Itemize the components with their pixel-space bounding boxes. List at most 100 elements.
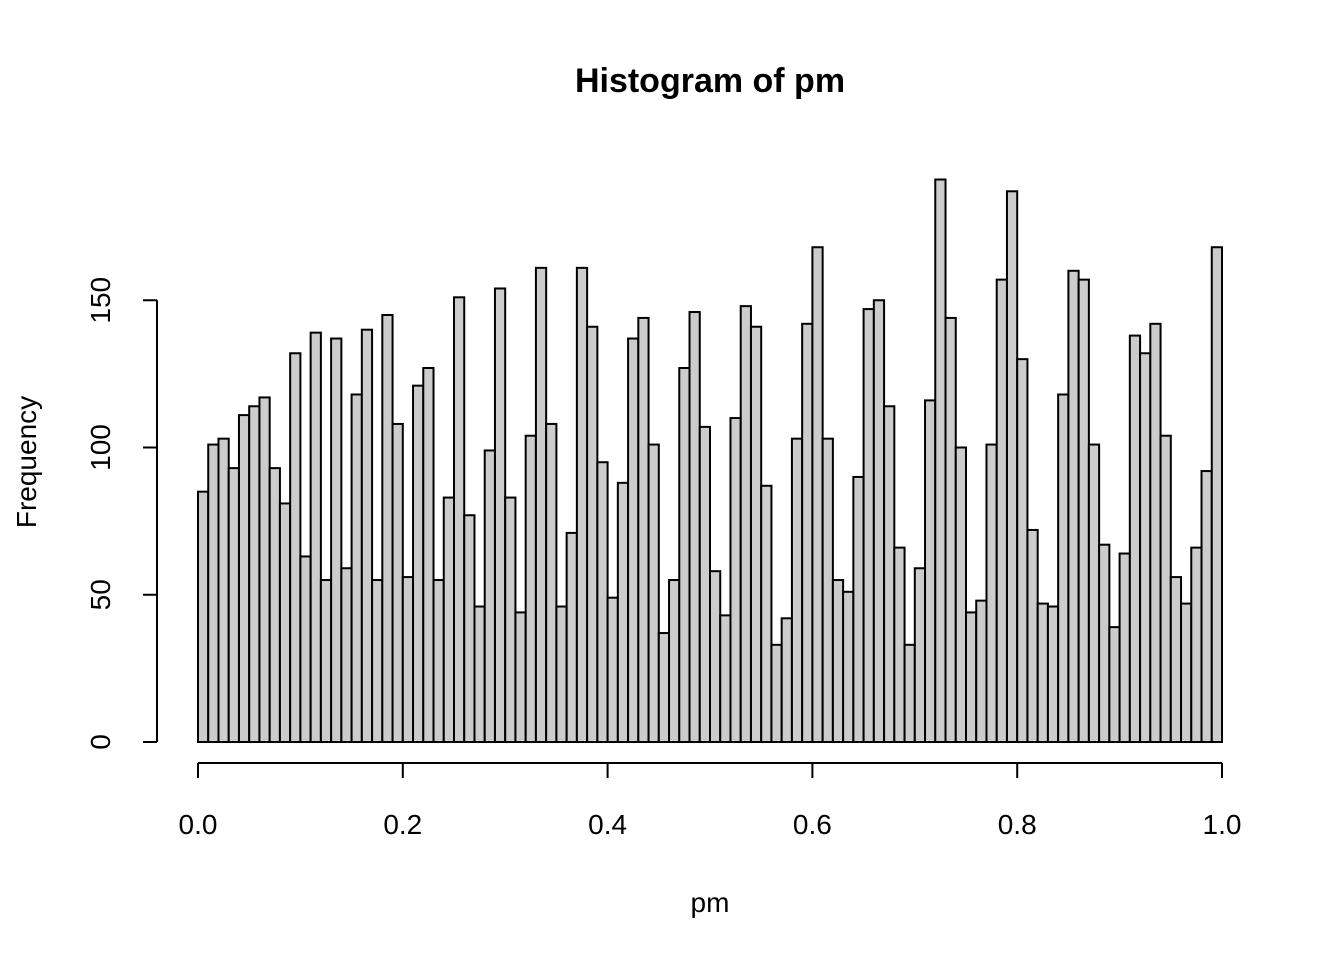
histogram-bar	[760, 484, 773, 743]
histogram-bar	[719, 614, 732, 743]
histogram-bar	[606, 596, 619, 743]
x-tick-label: 0.8	[998, 809, 1037, 840]
x-tick-label: 0.4	[588, 809, 627, 840]
histogram-bar	[1180, 602, 1193, 744]
histogram-bar	[360, 328, 374, 743]
histogram-bar	[391, 422, 404, 743]
histogram-bar	[627, 337, 640, 743]
histogram-bar	[1118, 552, 1131, 744]
histogram-bar	[821, 437, 834, 743]
chart-title: Histogram of pm	[575, 62, 845, 100]
histogram-bar	[534, 266, 548, 743]
histogram-bar	[258, 396, 271, 743]
histogram-bar	[453, 296, 466, 743]
histogram-bar	[1016, 358, 1029, 743]
histogram-bar	[504, 496, 517, 743]
histogram-bar	[1036, 602, 1049, 744]
histogram-bar	[1139, 352, 1152, 743]
histogram-bar	[217, 437, 230, 743]
histogram-bar	[852, 475, 865, 743]
histogram-bar	[1098, 543, 1111, 743]
histogram-bar	[565, 531, 578, 744]
histogram-bar	[1087, 443, 1101, 743]
histogram-bar	[330, 337, 343, 743]
histogram-bar	[268, 467, 281, 743]
histogram-bar	[975, 599, 988, 744]
histogram-bar	[1046, 605, 1060, 744]
histogram-bar	[872, 299, 886, 743]
histogram-bar	[432, 579, 445, 744]
histogram-bar	[678, 366, 691, 743]
histogram-bar	[780, 617, 793, 743]
histogram-bar	[657, 632, 671, 743]
histogram-bar	[545, 422, 558, 743]
y-axis-label: Frequency	[11, 396, 42, 528]
histogram-bar	[1200, 470, 1213, 743]
histogram-bar	[442, 496, 456, 743]
histogram-bar	[401, 576, 415, 744]
histogram-bar	[514, 611, 527, 743]
histogram-bar	[924, 399, 937, 743]
histogram-bar	[790, 437, 804, 743]
histogram-bar	[1067, 269, 1080, 743]
histogram-bar	[913, 567, 927, 743]
histogram-bar	[1026, 528, 1039, 744]
histogram-bar	[463, 514, 476, 743]
histogram-bar	[350, 393, 363, 743]
histogram-bar	[749, 325, 763, 743]
histogram-bar	[1159, 434, 1172, 743]
histogram-bar	[944, 316, 957, 743]
x-axis: 0.0 0.2 0.4 0.6 0.8 1.0	[179, 762, 1242, 840]
bars-group	[197, 178, 1224, 744]
histogram-bar	[637, 316, 650, 743]
x-tick-label: 1.0	[1203, 809, 1242, 840]
histogram-bar	[1210, 246, 1224, 744]
histogram-bar	[739, 305, 752, 743]
histogram-bar	[770, 643, 783, 743]
histogram-bar	[319, 579, 333, 744]
histogram-bar	[647, 443, 660, 743]
histogram-bar	[934, 178, 947, 743]
x-tick-label: 0.0	[179, 809, 218, 840]
histogram-bar	[688, 311, 701, 743]
histogram-bar	[237, 414, 251, 743]
histogram-bar	[278, 502, 292, 743]
histogram-bar	[248, 405, 261, 743]
histogram-bar	[289, 352, 302, 743]
histogram-bar	[1077, 278, 1090, 743]
histogram-bar	[555, 605, 568, 744]
histogram-bar	[985, 443, 998, 743]
histogram-bar	[903, 643, 916, 743]
histogram-bar	[893, 546, 906, 743]
histogram-bar	[1108, 626, 1121, 744]
histogram-bar	[586, 325, 599, 743]
histogram-bar	[483, 449, 496, 743]
histogram-bar	[801, 322, 814, 743]
histogram-bar	[299, 555, 312, 744]
histogram-bar	[493, 287, 507, 743]
histogram-bar	[596, 461, 609, 743]
histogram-bar	[371, 579, 384, 744]
histogram-bar	[842, 590, 855, 743]
x-tick-label: 0.6	[793, 809, 832, 840]
histogram-bar	[1005, 190, 1019, 744]
histogram-bar	[575, 266, 589, 743]
histogram-bar	[422, 366, 435, 743]
histogram-bar	[954, 446, 968, 743]
histogram-bar	[668, 579, 681, 744]
histogram-bar	[207, 443, 220, 743]
histogram-bar	[381, 313, 394, 743]
histogram-bar	[1128, 334, 1142, 743]
y-tick-label: 150	[85, 277, 116, 324]
y-tick-label: 100	[85, 424, 116, 471]
y-tick-label: 0	[85, 734, 116, 750]
histogram-bar	[227, 467, 240, 743]
histogram-bar	[811, 246, 824, 744]
histogram-bar	[883, 405, 896, 743]
x-axis-label: pm	[691, 887, 730, 918]
histogram-bar	[1057, 393, 1070, 743]
histogram-bar	[473, 605, 486, 744]
histogram-bar	[197, 490, 210, 743]
histogram-bar	[729, 417, 742, 743]
